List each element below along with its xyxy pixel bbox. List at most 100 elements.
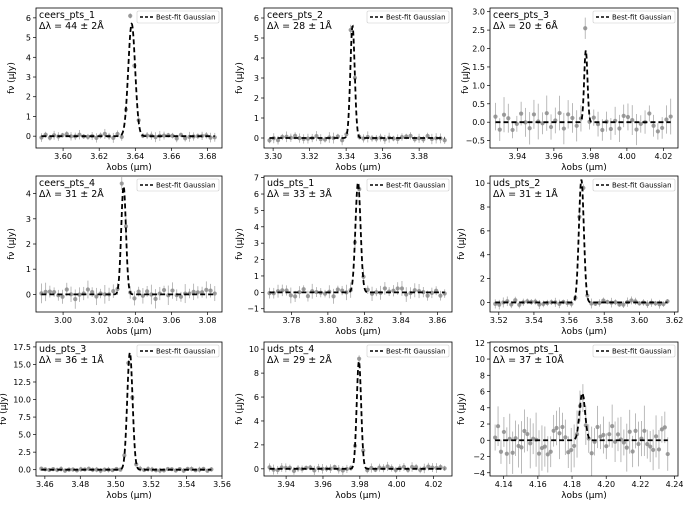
x-tick-label: 3.58 [595, 316, 613, 325]
x-tick-label: 3.98 [351, 480, 369, 489]
line-width-annotation: Δλ = 31 ± 1Å [493, 188, 558, 200]
legend: Best-fit Gaussian [366, 10, 450, 24]
x-tick-label: 3.46 [36, 480, 54, 489]
x-tick-label: 3.02 [90, 316, 108, 325]
x-tick-label: 3.94 [277, 480, 295, 489]
x-tick-label: 4.00 [618, 152, 636, 161]
data-point [52, 289, 57, 295]
data-point [660, 125, 665, 131]
legend: Best-fit Gaussian [592, 344, 676, 358]
y-tick-label: 2 [480, 275, 485, 284]
x-tick-label: 3.04 [126, 316, 144, 325]
data-point [625, 114, 631, 120]
data-point [591, 115, 596, 120]
y-tick-label: 2 [26, 93, 31, 102]
x-axis-label: λobs (μm) [335, 327, 381, 337]
plot-frame [263, 341, 453, 477]
panel-title: uds_pts_2 [493, 178, 540, 189]
y-tick-label: 6 [26, 14, 31, 23]
y-tick-label: 10.0 [13, 396, 31, 405]
data-point [399, 286, 405, 291]
data-point [608, 126, 613, 132]
y-tick-label: 5 [26, 34, 31, 43]
data-point [204, 287, 209, 293]
y-tick-label: 1 [254, 114, 259, 123]
data-points [39, 177, 217, 309]
data-point [630, 449, 635, 454]
data-point [645, 302, 650, 307]
data-point [498, 449, 504, 454]
y-tick-label: 6 [480, 227, 485, 236]
x-tick-label: 3.86 [428, 316, 446, 325]
x-axis-label: λobs (μm) [561, 491, 607, 501]
data-point [395, 286, 400, 291]
data-point [161, 287, 167, 293]
data-point [47, 289, 52, 294]
x-tick-label: 3.38 [410, 152, 428, 161]
data-point [94, 467, 99, 472]
y-axis-label: fν (μJy) [7, 228, 17, 260]
y-tick-label: 8 [254, 369, 259, 378]
data-point [85, 134, 91, 139]
data-point [554, 425, 559, 431]
data-point [293, 294, 298, 299]
x-tick-label: 4.14 [495, 480, 513, 489]
x-tick-label: 4.02 [654, 152, 672, 161]
panel-title: ceers_pts_2 [267, 10, 323, 21]
data-point [85, 287, 91, 292]
x-tick-label: 3.96 [545, 152, 563, 161]
x-tick-label: 3.60 [54, 152, 72, 161]
data-point [275, 138, 281, 143]
data-point [655, 129, 660, 134]
data-point [551, 428, 556, 433]
data-point [297, 290, 302, 295]
y-tick-label: 10 [475, 355, 485, 364]
data-point [648, 444, 653, 449]
data-point [208, 288, 213, 293]
x-tick-label: 3.60 [630, 316, 648, 325]
data-point [572, 443, 577, 449]
y-tick-label: 4 [480, 251, 485, 260]
data-point [548, 124, 554, 130]
y-tick-label: 3 [254, 74, 259, 83]
y-tick-label: 1.5 [472, 63, 485, 72]
data-point [493, 114, 498, 119]
data-point [426, 464, 431, 469]
y-tick-label: 6 [254, 190, 259, 199]
x-tick-label: 3.52 [490, 316, 508, 325]
line-width-annotation: Δλ = 29 ± 2Å [267, 354, 332, 366]
data-point [369, 465, 374, 471]
data-point [94, 294, 99, 299]
y-axis-label: fν (μJy) [457, 393, 467, 425]
legend: Best-fit Gaussian [136, 178, 220, 192]
data-point [634, 127, 639, 132]
data-point [178, 294, 184, 299]
y-tick-label: 4 [254, 417, 259, 426]
data-point [637, 301, 642, 306]
data-point [267, 138, 272, 143]
y-tick-label: 0 [254, 288, 259, 297]
y-tick-label: 0 [254, 134, 259, 143]
x-tick-label: 3.32 [301, 152, 319, 161]
data-point [119, 181, 124, 186]
data-point [305, 136, 311, 141]
x-tick-label: 4.24 [666, 480, 684, 489]
y-tick-label: 7.5 [18, 413, 31, 422]
y-tick-label: 2.5 [18, 448, 31, 457]
y-tick-label: −0.5 [466, 137, 485, 146]
data-point [651, 123, 656, 128]
legend-label: Best-fit Gaussian [386, 14, 446, 22]
data-point [557, 110, 562, 116]
y-tick-label: 5 [254, 34, 259, 43]
data-point [597, 300, 602, 306]
x-tick-label: 3.06 [163, 316, 181, 325]
x-tick-label: 3.68 [199, 152, 217, 161]
data-point [570, 115, 575, 121]
y-tick-label: 0 [26, 290, 31, 299]
y-tick-label: 1 [26, 112, 31, 121]
y-tick-label: 4 [480, 404, 485, 413]
data-point [630, 117, 635, 123]
line-width-annotation: Δλ = 20 ± 6Å [493, 20, 558, 32]
plot-frame [35, 341, 223, 477]
